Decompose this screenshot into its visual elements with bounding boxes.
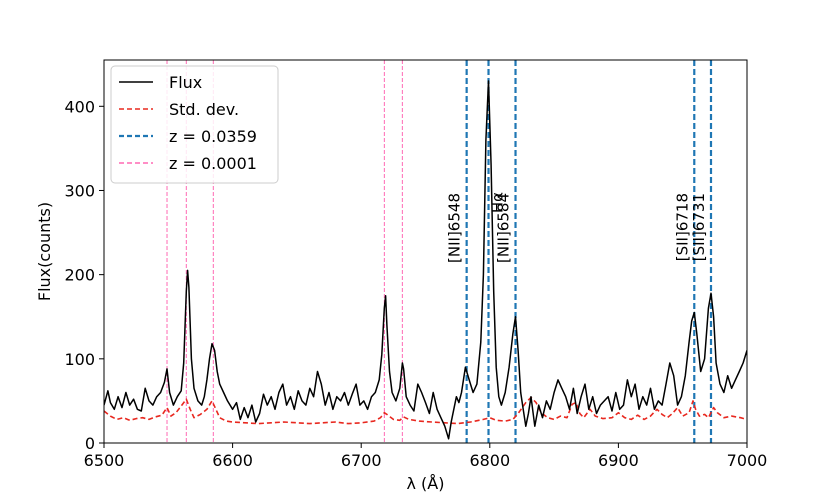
x-axis-ticks: 6500 6600 6700 6800 6900 7000 bbox=[84, 443, 768, 470]
annotation-0: [NII]6548 bbox=[446, 193, 464, 263]
y-tick-label: 400 bbox=[64, 97, 95, 116]
x-tick-label: 6700 bbox=[341, 451, 382, 470]
annotation-4: [SII]6731 bbox=[690, 193, 708, 261]
plot-frame bbox=[103, 59, 748, 444]
legend-label-1: Std. dev. bbox=[169, 100, 239, 119]
legend-label-2: z = 0.0359 bbox=[169, 127, 257, 146]
annotation-2: [NII]6584 bbox=[495, 193, 513, 263]
y-tick-label: 200 bbox=[64, 266, 95, 285]
x-tick-label: 6500 bbox=[84, 451, 125, 470]
annotation-3: [SII]6718 bbox=[673, 193, 691, 261]
x-tick-label: 7000 bbox=[727, 451, 768, 470]
y-tick-label: 0 bbox=[85, 434, 95, 453]
series-flux bbox=[104, 80, 747, 440]
x-tick-label: 6600 bbox=[212, 451, 253, 470]
legend-label-3: z = 0.0001 bbox=[169, 154, 257, 173]
series-group bbox=[104, 80, 747, 440]
line-annotations: [NII]6548 Hα[NII]6584 [SII]6718[SII]6731 bbox=[446, 192, 708, 263]
y-axis-label: Flux(counts) bbox=[35, 202, 54, 301]
legend-box bbox=[110, 65, 279, 184]
x-tick-label: 6800 bbox=[469, 451, 510, 470]
series-std-dev bbox=[104, 396, 747, 425]
y-axis-ticks: 0 100 200 300 400 bbox=[64, 97, 104, 453]
annotation-1: Hα bbox=[489, 192, 507, 213]
legend: Flux Std. dev. z = 0.0359 z = 0.0001 bbox=[110, 65, 279, 184]
x-tick-label: 6900 bbox=[598, 451, 639, 470]
y-tick-label: 100 bbox=[64, 350, 95, 369]
y-tick-label: 300 bbox=[64, 181, 95, 200]
x-axis-label: λ (Å) bbox=[407, 474, 445, 493]
legend-label-0: Flux bbox=[169, 73, 202, 92]
